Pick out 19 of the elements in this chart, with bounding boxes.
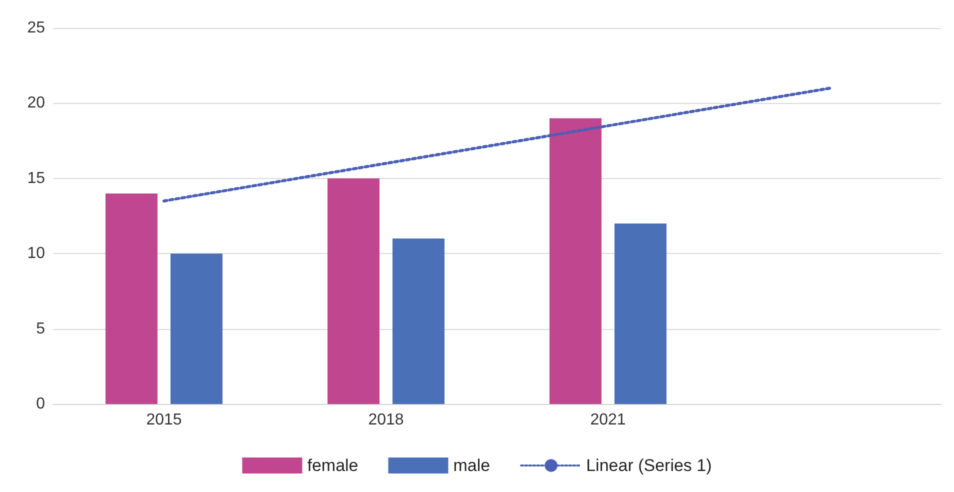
bar [170, 254, 222, 404]
bar [392, 238, 444, 404]
legend-label: female [307, 456, 358, 475]
x-tick-label: 2021 [590, 412, 626, 428]
y-tick-label: 20 [27, 94, 46, 112]
bar [328, 178, 380, 404]
bar [106, 193, 158, 404]
bar [550, 118, 602, 404]
y-tick-label: 10 [27, 245, 46, 262]
y-tick-label: 0 [36, 396, 46, 412]
y-tick-label: 15 [27, 170, 46, 187]
x-tick-label: 2018 [368, 412, 404, 428]
legend-label: Linear (Series 1) [586, 456, 712, 475]
line-series [162, 86, 832, 202]
bar [614, 224, 666, 404]
x-tick-label: 2015 [146, 412, 182, 428]
legend-label: male [453, 456, 490, 475]
y-tick-label: 5 [36, 320, 46, 338]
y-tick-label: 25 [27, 20, 46, 36]
